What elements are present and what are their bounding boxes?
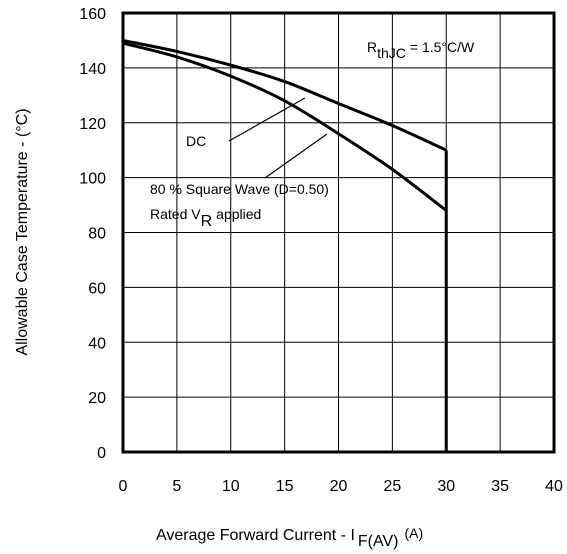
y-tick-label: 80	[88, 226, 106, 243]
x-axis-label-unit: (A)	[404, 525, 423, 541]
plot-frame	[121, 11, 556, 454]
dc-leader-line	[228, 97, 306, 142]
x-tick-label: 20	[330, 478, 348, 495]
rated-sub: R	[201, 213, 213, 230]
rated-tail: applied	[216, 206, 261, 222]
x-tick-label: 10	[222, 478, 240, 495]
x-tick-labels: 0 5 10 15 20 25 30 35 40	[119, 478, 563, 495]
y-tick-label: 40	[88, 335, 106, 352]
x-tick-label: 40	[545, 478, 563, 495]
x-tick-label: 30	[437, 478, 455, 495]
dc-label: DC	[186, 133, 206, 149]
series-line-square-wave	[122, 41, 448, 212]
x-tick-label: 25	[383, 478, 401, 495]
rth-sub: thJC	[377, 45, 406, 61]
x-tick-label: 0	[119, 478, 128, 495]
x-axis-label: Average Forward Current - I F(AV) (A)	[156, 525, 423, 550]
x-tick-label: 35	[491, 478, 509, 495]
x-axis-label-sub: F(AV)	[358, 533, 399, 550]
y-tick-label: 120	[79, 116, 106, 133]
y-axis-label: Allowable Case Temperature - (°C)	[14, 108, 31, 355]
y-tick-labels: 0 20 40 60 80 100 120 140 160	[79, 6, 106, 462]
rated-vr-label: Rated VR applied	[150, 206, 261, 230]
x-axis-label-main: Average Forward Current - I	[156, 527, 355, 544]
y-tick-label: 0	[97, 445, 106, 462]
y-tick-label: 160	[79, 6, 106, 23]
y-tick-label: 60	[88, 280, 106, 297]
y-tick-label: 100	[79, 171, 106, 188]
x-tick-label: 5	[172, 478, 181, 495]
rth-label: RthJC = 1.5°C/W	[367, 39, 475, 61]
square-wave-leader-line	[264, 133, 328, 179]
series-line-dc	[122, 38, 447, 152]
rated-main: Rated V	[150, 206, 201, 222]
rth-value: = 1.5°C/W	[410, 39, 475, 55]
rth-main: R	[367, 39, 377, 55]
square-wave-label: 80 % Square Wave (D=0.50)	[150, 181, 329, 197]
y-tick-label: 140	[79, 61, 106, 78]
x-tick-label: 15	[276, 478, 294, 495]
y-tick-label: 20	[88, 390, 106, 407]
series-layer	[122, 38, 448, 452]
grid	[123, 13, 554, 452]
